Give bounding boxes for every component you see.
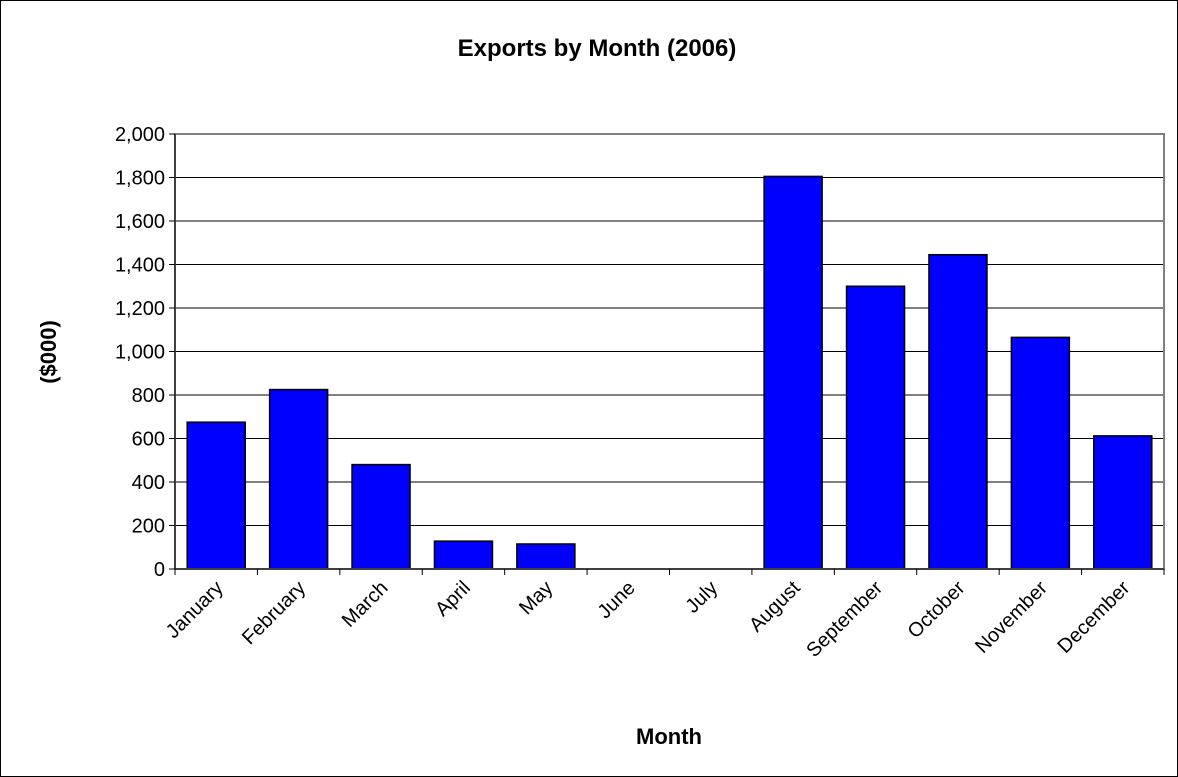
bar-september — [845, 285, 906, 570]
y-tick-label: 1,400 — [115, 255, 165, 277]
y-tick-label: 400 — [132, 472, 165, 494]
bar-april — [433, 540, 494, 570]
chart-title: Exports by Month (2006) — [458, 35, 737, 62]
bar-august — [763, 175, 823, 570]
y-tick-label: 1,000 — [115, 342, 165, 364]
y-tick-label: 2,000 — [115, 124, 165, 146]
bars — [186, 175, 1153, 570]
bar-may — [516, 543, 576, 570]
bar-january — [186, 421, 246, 570]
y-tick-label: 1,200 — [115, 298, 165, 320]
y-tick-label: 800 — [132, 385, 165, 407]
y-tick-label: 200 — [132, 516, 165, 538]
bar-march — [351, 463, 411, 570]
y-tick-label: 600 — [132, 429, 165, 451]
y-tick-label: 1,600 — [115, 211, 165, 233]
axes — [169, 133, 1165, 575]
bar-february — [268, 388, 329, 570]
y-tick-labels: 0 200 400 600 800 1,000 1,200 1,400 1,600 1,800 2,… — [115, 124, 165, 581]
bar-november — [1010, 336, 1071, 570]
bar-october — [928, 253, 988, 570]
bar-december — [1093, 435, 1153, 570]
y-tick-label: 0 — [154, 559, 165, 581]
x-axis-title: Month — [636, 724, 702, 749]
y-axis-title: ($000) — [36, 320, 61, 384]
y-tick-label: 1,800 — [115, 168, 165, 190]
gridlines — [175, 177, 1164, 526]
